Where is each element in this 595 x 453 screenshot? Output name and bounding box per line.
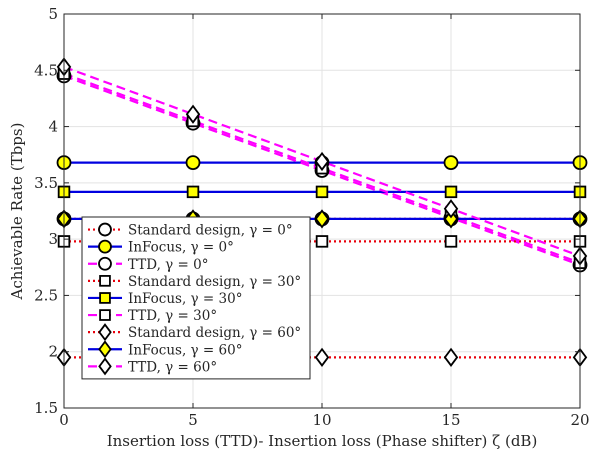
legend-label: TTD, γ = 0° (128, 257, 209, 273)
y-tick-label: 2.5 (34, 286, 58, 304)
legend: Standard design, γ = 0°InFocus, γ = 0°TT… (81, 216, 311, 380)
data-point-series-5 (444, 185, 458, 199)
data-point-series-4 (315, 235, 329, 248)
x-axis-label: Insertion loss (TTD)- Insertion loss (Ph… (107, 432, 538, 450)
y-axis-label: Achievable Rate (Tbps) (8, 123, 26, 301)
data-point-series-8 (314, 209, 330, 229)
data-point-series-7 (443, 347, 459, 367)
y-tick-label: 3 (48, 230, 58, 248)
data-point-series-9 (314, 151, 330, 172)
legend-marker-8 (98, 340, 112, 359)
data-point-series-9 (443, 199, 459, 219)
legend-label: TTD, γ = 60° (128, 359, 217, 375)
legend-marker-1 (98, 222, 112, 237)
data-point-series-2 (185, 155, 201, 170)
y-tick-label: 3.5 (34, 174, 58, 192)
x-tick-label: 10 (312, 411, 331, 429)
data-point-series-7 (314, 347, 330, 367)
legend-label: TTD, γ = 30° (128, 308, 217, 324)
legend-label: InFocus, γ = 0° (128, 240, 234, 256)
legend-marker-3 (98, 256, 112, 271)
x-tick-label: 20 (570, 411, 589, 429)
legend-label: Standard design, γ = 0° (128, 223, 293, 239)
data-point-series-2 (443, 155, 459, 170)
x-tick-label: 15 (441, 411, 460, 429)
legend-label: InFocus, γ = 30° (128, 291, 242, 307)
legend-label: Standard design, γ = 30° (128, 274, 301, 290)
legend-label: InFocus, γ = 60° (128, 342, 242, 358)
data-point-series-4 (444, 235, 458, 248)
legend-marker-4 (99, 275, 111, 287)
tick-layer: 0 5 10 15 20 1.5 2 2.5 3 3.5 4 4.5 5 (34, 5, 589, 429)
y-tick-label: 1.5 (34, 399, 58, 417)
y-tick-label: 2 (48, 343, 58, 361)
data-point-series-8 (443, 209, 459, 229)
data-point-series-9 (185, 104, 201, 124)
y-tick-label: 4.5 (34, 61, 58, 79)
y-tick-label: 5 (48, 5, 58, 23)
x-tick-label: 5 (188, 411, 198, 429)
x-tick-label: 0 (59, 411, 69, 429)
legend-label: Standard design, γ = 60° (128, 325, 301, 341)
legend-marker-2 (98, 239, 112, 254)
legend-marker-6 (99, 309, 111, 321)
legend-marker-7 (98, 323, 112, 342)
legend-marker-9 (98, 357, 112, 376)
data-point-series-5 (315, 185, 329, 199)
legend-marker-5 (99, 292, 111, 304)
y-tick-label: 4 (48, 118, 58, 136)
data-point-series-5 (186, 185, 200, 199)
